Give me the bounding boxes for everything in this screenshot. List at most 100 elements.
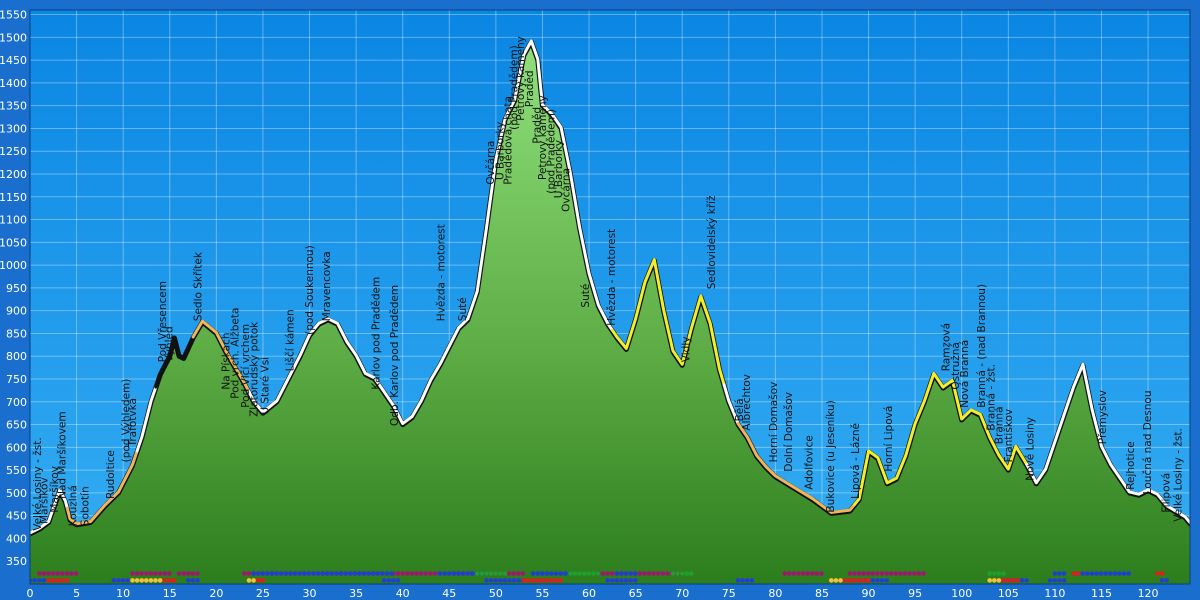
marker-dot	[251, 578, 256, 583]
y-tick-label: 1450	[0, 54, 27, 67]
marker-dot	[451, 571, 457, 576]
marker-dot	[884, 578, 890, 583]
marker-dot	[660, 571, 666, 576]
marker-dot	[735, 578, 741, 583]
marker-dot	[343, 571, 348, 576]
marker-dot	[381, 578, 387, 583]
y-tick-label: 750	[6, 373, 27, 386]
marker-dot	[181, 571, 186, 576]
y-tick-label: 1200	[0, 168, 27, 181]
marker-dot	[1071, 571, 1076, 576]
route-segment-black	[154, 335, 195, 389]
marker-dot	[384, 571, 390, 576]
route-segment-white	[722, 383, 740, 426]
y-tick-label: 1150	[0, 191, 27, 204]
marker-dot	[1061, 571, 1067, 576]
place-label: (pod Pradědem)	[546, 109, 558, 194]
marker-dot	[992, 571, 997, 576]
place-label: Sedlovidelský kříž	[706, 195, 718, 289]
marker-dot	[366, 571, 371, 576]
marker-dot	[1001, 571, 1006, 576]
place-label: Ramzová	[941, 323, 953, 371]
marker-dot	[195, 578, 200, 583]
marker-dot	[796, 571, 801, 576]
marker-dot	[432, 571, 438, 576]
marker-dot	[507, 578, 512, 583]
marker-dot	[460, 571, 466, 576]
marker-dot	[167, 571, 172, 576]
marker-dot	[190, 578, 196, 583]
marker-dot	[787, 571, 792, 576]
marker-dot	[55, 571, 60, 576]
route-segment-white	[135, 385, 158, 453]
marker-dot	[153, 578, 158, 583]
place-label: Hvězda - motorest	[606, 229, 618, 326]
marker-dot	[144, 578, 149, 583]
marker-dot	[619, 571, 624, 576]
place-label: Výhled	[164, 326, 176, 362]
marker-dot	[274, 571, 279, 576]
route-segment-orange	[736, 422, 857, 514]
place-label: Nové Losiny	[1025, 417, 1037, 481]
marker-dot	[1005, 578, 1011, 583]
marker-dot	[1024, 578, 1029, 583]
marker-dot	[655, 571, 661, 576]
marker-dot	[898, 571, 903, 576]
marker-dot	[55, 578, 61, 583]
x-tick-label: 95	[908, 587, 922, 600]
marker-dot	[856, 578, 862, 583]
x-tick-label: 115	[1091, 587, 1112, 600]
marker-dot	[46, 578, 51, 583]
marker-dot	[427, 571, 433, 576]
marker-dot	[577, 571, 582, 576]
marker-dot	[162, 571, 167, 576]
marker-dot	[865, 578, 871, 583]
marker-dot	[361, 571, 367, 576]
marker-dot	[186, 571, 191, 576]
marker-dot	[689, 571, 694, 576]
marker-dot	[311, 571, 316, 576]
marker-dot	[800, 571, 806, 576]
marker-dot	[740, 578, 745, 583]
marker-dot	[502, 578, 508, 583]
marker-dot	[675, 571, 680, 576]
marker-dot	[269, 571, 275, 576]
marker-dot	[395, 578, 401, 583]
marker-dot	[324, 571, 330, 576]
marker-dot	[389, 571, 394, 576]
place-label: Trafotvká	[127, 398, 139, 447]
marker-dot	[633, 571, 638, 576]
marker-dot	[642, 571, 647, 576]
marker-dot	[320, 571, 325, 576]
marker-dot	[1164, 578, 1169, 583]
marker-dot	[41, 571, 47, 576]
marker-dot	[409, 571, 415, 576]
marker-dot	[852, 571, 857, 576]
marker-dot	[1057, 571, 1062, 576]
marker-dot	[907, 571, 912, 576]
place-label: Přemyslov	[1097, 390, 1109, 444]
marker-dot	[1047, 578, 1053, 583]
marker-dot	[1089, 571, 1095, 576]
x-tick-label: 85	[815, 587, 829, 600]
y-tick-label: 450	[6, 510, 27, 523]
marker-dot	[679, 571, 685, 576]
y-tick-label: 1400	[0, 77, 27, 90]
x-tick-label: 20	[209, 587, 223, 600]
marker-dot	[1075, 571, 1081, 576]
place-label: Albrechtov	[741, 374, 753, 431]
marker-dot	[987, 578, 992, 583]
place-label: Pod vrch. Alžbeta	[230, 308, 242, 399]
marker-dot	[1010, 578, 1016, 583]
marker-dot	[502, 571, 508, 576]
marker-dot	[553, 578, 559, 583]
marker-dot	[157, 578, 163, 583]
marker-dot	[260, 578, 266, 583]
marker-dot	[1001, 578, 1006, 583]
marker-dot	[987, 571, 992, 576]
y-tick-label: 500	[6, 487, 27, 500]
marker-dot	[805, 571, 810, 576]
marker-dot	[870, 578, 876, 583]
x-tick-label: 50	[489, 587, 503, 600]
